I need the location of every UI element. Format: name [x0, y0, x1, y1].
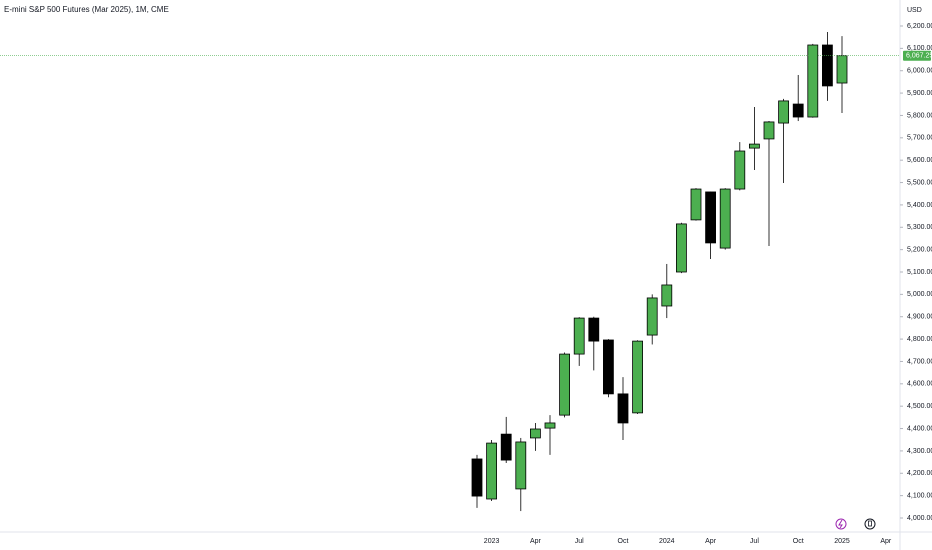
candle-body — [734, 150, 746, 190]
y-tick-label: 4,600.00 — [907, 381, 932, 388]
candle-body — [559, 353, 570, 416]
candle-body — [471, 458, 483, 497]
last-price-label: 6,067.25 — [906, 53, 932, 60]
y-tick-label: 4,000.00 — [907, 515, 932, 522]
candle-body — [749, 143, 760, 149]
y-tick-label: 5,500.00 — [907, 179, 932, 186]
x-tick-label: 2025 — [834, 538, 850, 545]
y-tick-label: 6,200.00 — [907, 23, 932, 30]
candle-body — [807, 44, 819, 118]
y-tick-label: 4,700.00 — [907, 358, 932, 365]
candle-body — [573, 317, 585, 355]
x-tick-label: Jul — [575, 538, 584, 545]
candle-body — [705, 191, 716, 244]
y-tick-label: 6,100.00 — [907, 45, 932, 52]
x-tick-label: 2023 — [484, 538, 500, 545]
candle-body — [617, 393, 629, 424]
icon-alert[interactable] — [864, 518, 876, 530]
y-tick-label: 6,000.00 — [907, 68, 932, 75]
last-price-box — [903, 50, 931, 61]
candle-body — [603, 339, 614, 395]
y-tick-label: 4,400.00 — [907, 425, 932, 432]
candle-body — [763, 121, 775, 140]
candle-body — [530, 428, 541, 439]
currency: USD — [907, 7, 922, 14]
y-tick-label: 5,200.00 — [907, 246, 932, 253]
candle-body — [822, 44, 833, 87]
y-tick-label: 4,300.00 — [907, 448, 932, 455]
candle-body — [676, 223, 687, 273]
y-tick-label: 5,800.00 — [907, 112, 932, 119]
y-tick-label: 5,900.00 — [907, 90, 932, 97]
icon-lightning[interactable] — [835, 518, 847, 530]
x-tick-label: Oct — [618, 538, 629, 545]
y-tick-label: 5,600.00 — [907, 157, 932, 164]
x-tick-label: 2024 — [659, 538, 675, 545]
candle-body — [500, 433, 512, 461]
candle-body — [792, 103, 804, 118]
candle-body — [661, 284, 673, 307]
y-tick-label: 5,400.00 — [907, 202, 932, 209]
candle-body — [515, 441, 527, 490]
y-tick-label: 4,800.00 — [907, 336, 932, 343]
y-tick-label: 5,100.00 — [907, 269, 932, 276]
y-tick-label: 5,700.00 — [907, 135, 932, 142]
y-tick-label: 5,000.00 — [907, 291, 932, 298]
x-tick-label: Jul — [750, 538, 759, 545]
y-tick-label: 5,300.00 — [907, 224, 932, 231]
x-tick-label: Apr — [880, 538, 892, 545]
candle-body — [836, 55, 848, 84]
candle-body — [544, 422, 556, 429]
candle-body — [632, 340, 643, 414]
candle-body — [719, 188, 731, 249]
x-tick-label: Apr — [530, 538, 542, 545]
y-tick-label: 4,200.00 — [907, 470, 932, 477]
x-tick-label: Apr — [705, 538, 717, 545]
y-tick-label: 4,900.00 — [907, 314, 932, 321]
candle-body — [778, 100, 789, 124]
y-tick-label: 4,500.00 — [907, 403, 932, 410]
candle-body — [588, 317, 600, 342]
candle-body — [486, 442, 498, 500]
candle-body — [690, 188, 702, 221]
y-tick-label: 4,100.00 — [907, 492, 932, 499]
candle-body — [646, 297, 658, 336]
x-tick-label: Oct — [793, 538, 804, 545]
chart-title: E-mini S&P 500 Futures (Mar 2025), 1M, C… — [4, 5, 169, 14]
